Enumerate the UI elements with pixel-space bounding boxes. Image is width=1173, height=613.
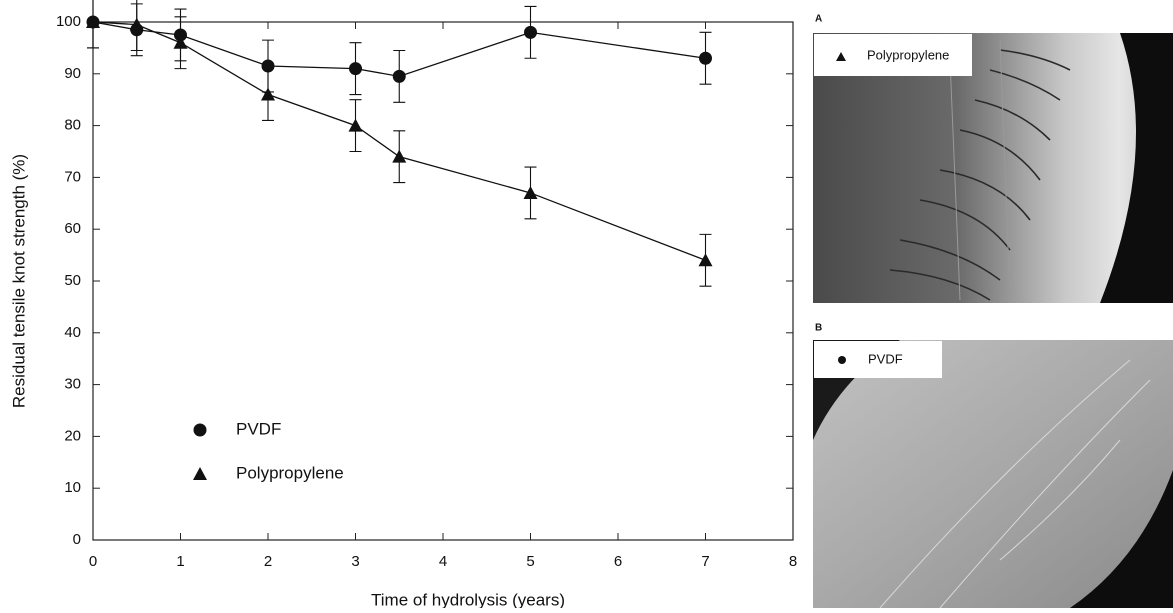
inset-legend	[814, 341, 942, 378]
cracks	[889, 39, 1071, 301]
panel-letter: B	[815, 323, 822, 334]
y-tick-label: 20	[64, 427, 81, 444]
data-point	[173, 35, 188, 49]
y-tick-label: 70	[64, 168, 81, 185]
x-tick-label: 2	[264, 553, 272, 570]
data-point	[524, 25, 537, 39]
data-point	[523, 185, 538, 199]
series-line	[92, 21, 706, 78]
sem-image	[813, 340, 1173, 608]
plot-frame	[92, 21, 794, 541]
x-tick-label: 5	[526, 553, 534, 570]
legend-marker	[193, 467, 207, 480]
panel-b: B PVDF	[813, 323, 1173, 609]
y-tick-label: 100	[56, 13, 81, 30]
legend-marker	[838, 356, 846, 364]
y-tick-label: 40	[64, 324, 81, 341]
x-tick-label: 6	[614, 553, 622, 570]
data-point	[261, 59, 275, 73]
data-point	[261, 87, 275, 101]
surface-lines	[879, 359, 1151, 609]
x-axis-label: Time of hydrolysis (years)	[371, 590, 565, 608]
legend-label: Polypropylene	[236, 463, 344, 482]
y-tick-label: 50	[64, 272, 81, 289]
data-point	[348, 118, 363, 132]
data-point	[86, 15, 100, 28]
legend-marker	[836, 52, 846, 61]
data-point	[698, 253, 713, 267]
data-point	[699, 51, 712, 65]
series-line	[92, 21, 706, 261]
panel-a: A Polypropylene	[813, 14, 1173, 303]
y-tick-label: 60	[64, 220, 81, 237]
x-tick-label: 3	[351, 553, 359, 570]
data-point	[129, 17, 144, 31]
sem-shadow	[1100, 33, 1173, 303]
x-tick-label: 1	[176, 553, 184, 570]
y-tick-label: 0	[73, 531, 81, 548]
y-tick-label: 10	[64, 479, 81, 496]
y-tick-label: 80	[64, 117, 81, 134]
y-tick-label: 90	[64, 65, 81, 82]
x-tick-label: 8	[789, 553, 797, 570]
panel-letter: A	[815, 14, 822, 25]
data-point	[349, 62, 362, 76]
x-tick-label: 7	[701, 553, 709, 570]
data-point	[392, 149, 407, 163]
x-tick-label: 0	[89, 553, 97, 570]
inset-legend-label: Polypropylene	[867, 47, 949, 62]
legend-label: PVDF	[236, 419, 281, 438]
x-tick-label: 4	[439, 553, 447, 570]
sem-shadow	[1070, 470, 1173, 608]
sem-image	[813, 33, 1173, 303]
inset-legend-label: PVDF	[868, 351, 903, 366]
y-tick-label: 30	[64, 376, 81, 393]
data-point	[392, 69, 406, 83]
legend-marker	[193, 423, 207, 437]
y-axis-label: Residual tensile knot strength (%)	[9, 154, 28, 408]
